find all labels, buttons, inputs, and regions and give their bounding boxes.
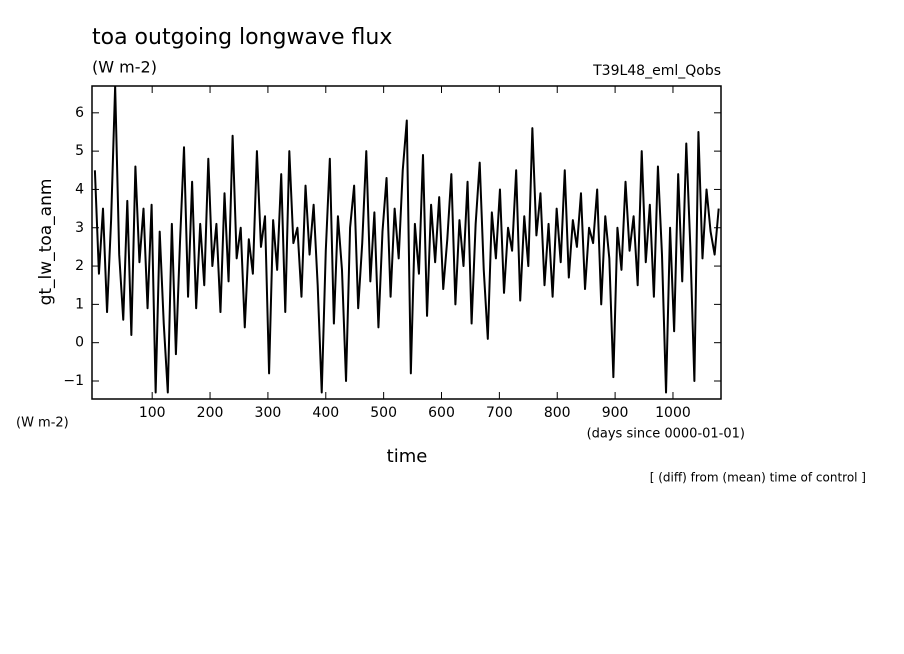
x-tick-label: 900 <box>602 405 629 421</box>
footnote: [ (diff) from (mean) time of control ] <box>650 471 866 485</box>
y-tick-label: 2 <box>75 258 84 274</box>
x-tick-label: 100 <box>139 405 166 421</box>
chart-title: toa outgoing longwave flux <box>92 25 392 50</box>
data-line <box>93 86 720 394</box>
x-tick-label: 800 <box>544 405 571 421</box>
x-unit: (days since 0000-01-01) <box>587 427 745 442</box>
y-tick-label: −1 <box>63 373 84 389</box>
x-tick-label: 700 <box>486 405 513 421</box>
subtitle: (W m-2) <box>92 58 157 77</box>
x-tick-label: 400 <box>312 405 339 421</box>
y-tick-label: 5 <box>75 143 84 159</box>
y-axis-label: gt_lw_toa_anm <box>36 179 56 306</box>
x-axis-label: time <box>387 446 428 467</box>
y-unit: (W m-2) <box>16 416 69 431</box>
y-tick-label: 6 <box>75 105 84 121</box>
plot-frame <box>91 85 722 400</box>
annotation: T39L48_eml_Qobs <box>592 63 721 79</box>
x-tick-label: 300 <box>255 405 282 421</box>
x-tick-label: 200 <box>197 405 224 421</box>
x-tick-label: 500 <box>370 405 397 421</box>
x-tick-label: 1000 <box>655 405 691 421</box>
y-tick-label: 4 <box>75 181 84 197</box>
y-tick-label: 3 <box>75 220 84 236</box>
x-tick-label: 600 <box>428 405 455 421</box>
y-tick-label: 0 <box>75 335 84 351</box>
y-tick-label: 1 <box>75 296 84 312</box>
